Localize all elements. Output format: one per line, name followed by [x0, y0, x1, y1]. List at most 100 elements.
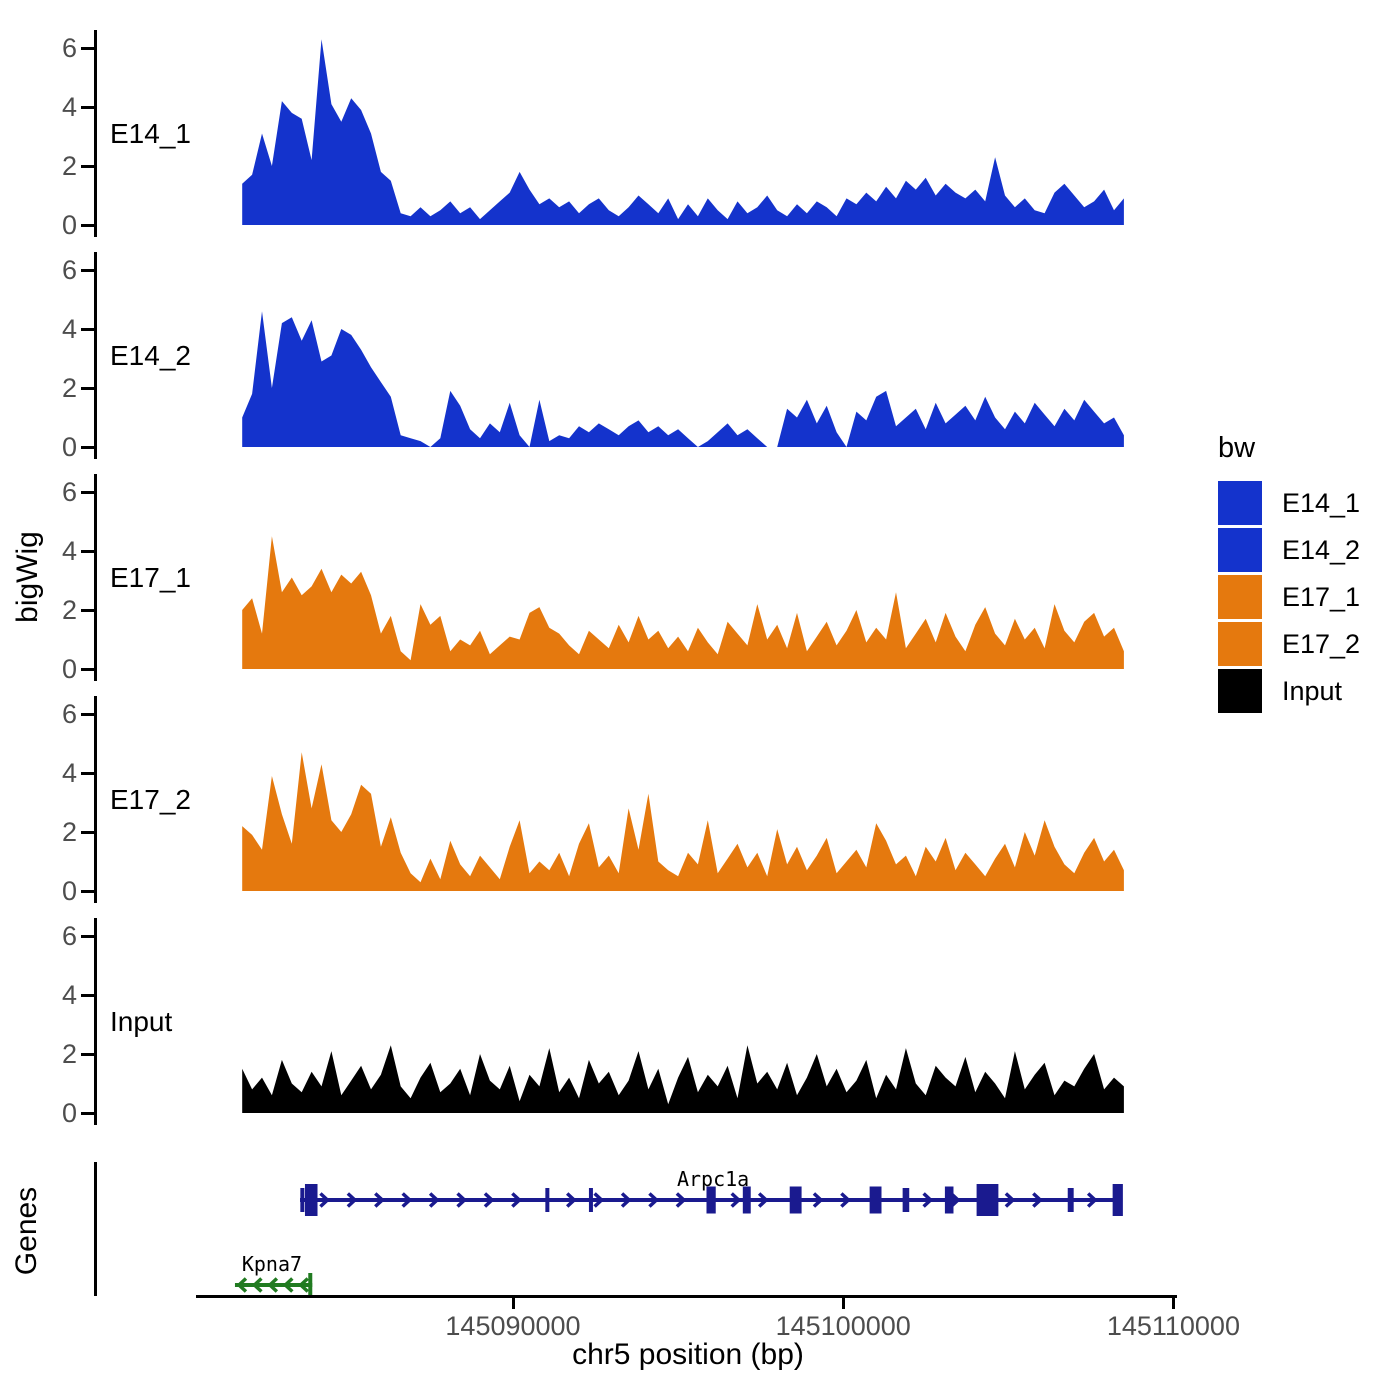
legend-swatch-E17_1 — [1218, 575, 1262, 619]
x-tick-label: 145090000 — [445, 1311, 581, 1341]
exon-block — [308, 1273, 313, 1297]
exon-block — [588, 1188, 593, 1212]
legend-label-E17_1: E17_1 — [1282, 581, 1361, 612]
y-tick-label: 0 — [61, 654, 77, 684]
legend-label-Input: Input — [1282, 675, 1343, 706]
strand-arrow-right-icon — [456, 1192, 468, 1208]
y-tick-label: 6 — [61, 921, 77, 951]
strand-arrow-right-icon — [1086, 1192, 1098, 1208]
y-tick — [81, 994, 94, 997]
y-tick — [81, 1053, 94, 1056]
track-label-E14_1: E14_1 — [110, 117, 191, 149]
y-tick-label: 4 — [61, 758, 77, 788]
legend-item-E17_2: E17_2 — [1218, 622, 1360, 666]
y-tick-label: 4 — [61, 536, 77, 566]
y-tick-label: 4 — [61, 314, 77, 344]
strand-arrow-left-icon — [267, 1277, 279, 1293]
strand-arrow-right-icon — [730, 1192, 742, 1208]
y-tick — [81, 328, 94, 331]
strand-arrow-right-icon — [1004, 1192, 1016, 1208]
coverage-area-E14_2 — [242, 311, 1124, 447]
y-tick-label: 2 — [61, 595, 77, 625]
track-label-E17_2: E17_2 — [110, 783, 191, 815]
x-tick-label: 145110000 — [1106, 1311, 1240, 1341]
gene-label-Kpna7: Kpna7 — [242, 1252, 302, 1276]
legend-swatch-E14_1 — [1218, 481, 1262, 525]
track-panel-E14_2: 0 2 4 6 E14_2 — [0, 252, 1400, 462]
track-panel-E17_1: 0 2 4 6 E17_1 — [0, 474, 1400, 684]
track-label-Input: Input — [110, 1005, 173, 1037]
legend-items: E14_1 E14_2 E17_1 E17_2 Input — [1218, 481, 1360, 713]
gene-label-Arpc1a: Arpc1a — [677, 1167, 749, 1191]
x-tick-label: 145100000 — [775, 1311, 911, 1341]
exon-block — [742, 1186, 751, 1214]
legend-item-E14_2: E14_2 — [1218, 528, 1360, 572]
legend-swatch-E17_2 — [1218, 622, 1262, 666]
track-panel-Input: 0 2 4 6 Input — [0, 918, 1400, 1128]
y-tick-label: 2 — [61, 1039, 77, 1069]
strand-arrow-right-icon — [346, 1192, 358, 1208]
y-tick-label: 0 — [61, 1098, 77, 1128]
strand-arrow-right-icon — [483, 1192, 495, 1208]
y-tick-label: 2 — [61, 151, 77, 181]
strand-arrow-right-icon — [401, 1192, 413, 1208]
legend-label-E14_1: E14_1 — [1282, 487, 1361, 518]
strand-arrow-right-icon — [319, 1192, 331, 1208]
strand-arrow-right-icon — [757, 1192, 769, 1208]
y-axis-line — [94, 252, 97, 459]
x-tick — [511, 1298, 515, 1309]
genes-axis-line — [94, 1162, 97, 1296]
y-tick-label: 6 — [61, 33, 77, 63]
strand-arrow-left-icon — [298, 1277, 309, 1293]
legend-item-E17_1: E17_1 — [1218, 575, 1360, 619]
x-tick — [1172, 1298, 1176, 1309]
y-tick — [81, 550, 94, 553]
legend: bw E14_1 E14_2 E17_1 E17_2 Input — [1218, 432, 1360, 716]
genes-axis-title: Genes — [10, 1186, 43, 1276]
y-axis-line — [94, 918, 97, 1125]
y-tick — [81, 224, 94, 227]
exon-block — [789, 1186, 802, 1214]
strand-arrow-right-icon — [620, 1192, 632, 1208]
strand-arrow-left-icon — [236, 1277, 248, 1293]
exon-block — [902, 1188, 910, 1212]
exon-block — [304, 1184, 318, 1216]
y-tick-label: 0 — [61, 432, 77, 462]
legend-swatch-Input — [1218, 669, 1262, 713]
exon-block — [1067, 1188, 1074, 1212]
y-tick — [81, 609, 94, 612]
x-axis-label: chr5 position (bp) — [572, 1338, 804, 1371]
track-panel-E17_2: 0 2 4 6 E17_2 — [0, 696, 1400, 906]
coverage-area-Input — [242, 1045, 1124, 1113]
y-axis-line — [94, 474, 97, 681]
legend-item-Input: Input — [1218, 669, 1360, 713]
y-tick-label: 6 — [61, 477, 77, 507]
track-label-E14_2: E14_2 — [110, 339, 191, 371]
exon-block — [1112, 1184, 1123, 1216]
strand-arrow-right-icon — [648, 1192, 660, 1208]
strand-arrow-left-icon — [251, 1277, 263, 1293]
x-axis-line — [196, 1295, 1177, 1298]
exon-block — [869, 1186, 882, 1214]
track-label-E17_1: E17_1 — [110, 561, 191, 593]
gene-Kpna7: Kpna7 — [234, 1252, 313, 1297]
strand-arrow-right-icon — [1032, 1192, 1043, 1208]
exon-block — [976, 1184, 999, 1216]
y-tick — [81, 106, 94, 109]
strand-arrow-right-icon — [675, 1192, 687, 1208]
y-tick-label: 4 — [61, 92, 77, 122]
y-tick — [81, 446, 94, 449]
y-tick-label: 6 — [61, 699, 77, 729]
legend-label-E14_2: E14_2 — [1282, 534, 1361, 565]
y-tick — [81, 269, 94, 272]
exon-block — [706, 1186, 716, 1214]
legend-title: bw — [1218, 432, 1256, 464]
exon-block — [300, 1188, 305, 1212]
y-axis-line — [94, 30, 97, 237]
y-tick — [81, 713, 94, 716]
y-axis-line — [94, 696, 97, 903]
strand-arrow-right-icon — [374, 1192, 385, 1208]
x-tick — [842, 1298, 846, 1309]
strand-arrow-right-icon — [511, 1192, 522, 1208]
